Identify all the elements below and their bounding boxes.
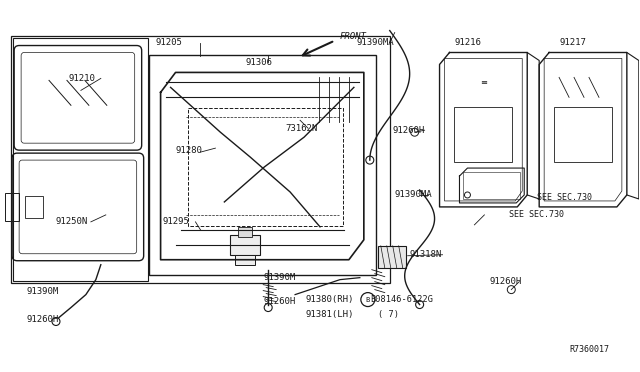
Bar <box>554 107 612 162</box>
Text: B08146-6122G: B08146-6122G <box>370 295 433 304</box>
Text: 91216: 91216 <box>454 38 481 47</box>
Text: 91280: 91280 <box>175 145 202 155</box>
Bar <box>236 255 255 265</box>
Bar <box>13 38 148 280</box>
Text: 91205: 91205 <box>156 38 182 47</box>
Bar <box>148 55 376 275</box>
Text: 91250N: 91250N <box>56 217 88 227</box>
Bar <box>11 36 390 283</box>
Text: 91380(RH): 91380(RH) <box>305 295 353 304</box>
Bar <box>5 193 19 221</box>
Text: 91260H: 91260H <box>393 126 425 135</box>
Text: 91260H: 91260H <box>490 277 522 286</box>
Text: R7360017: R7360017 <box>569 345 609 354</box>
Text: 91210: 91210 <box>69 74 96 83</box>
Text: SEE SEC.730: SEE SEC.730 <box>537 193 592 202</box>
Text: 91381(LH): 91381(LH) <box>305 310 353 319</box>
Text: 91318N: 91318N <box>410 250 442 259</box>
Bar <box>230 235 260 255</box>
Text: B: B <box>365 296 370 302</box>
Text: FRONT: FRONT <box>340 32 367 41</box>
Text: ≡: ≡ <box>480 78 487 87</box>
Text: 91390MA: 91390MA <box>395 190 433 199</box>
Text: 91260H: 91260H <box>263 297 296 306</box>
Bar <box>238 227 252 237</box>
Text: 91295: 91295 <box>163 217 189 227</box>
Bar <box>454 107 512 162</box>
Text: SEE SEC.730: SEE SEC.730 <box>509 211 564 219</box>
Text: 91217: 91217 <box>559 38 586 47</box>
Text: ( 7): ( 7) <box>378 310 399 319</box>
Text: 91390M: 91390M <box>263 273 296 282</box>
Bar <box>25 196 43 218</box>
Bar <box>463 172 520 199</box>
Text: 91390M: 91390M <box>26 287 58 296</box>
Text: 91306: 91306 <box>245 58 272 67</box>
Bar <box>378 246 406 268</box>
Text: 73162N: 73162N <box>285 124 317 133</box>
Text: 91390MA: 91390MA <box>357 38 394 47</box>
Text: 91260H: 91260H <box>26 315 58 324</box>
